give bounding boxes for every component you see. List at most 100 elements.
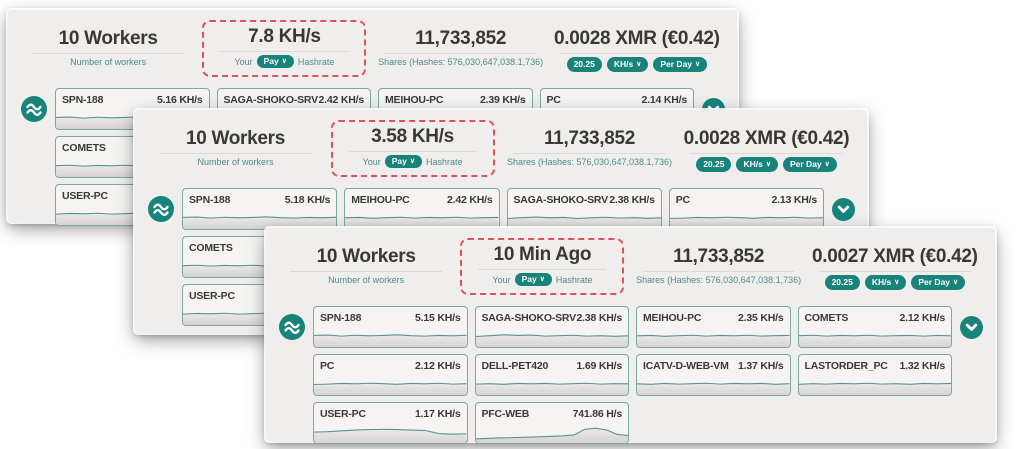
shares-label: Shares (Hashes: 576,030,647,038.1,736)	[378, 57, 544, 67]
worker-name: PC	[675, 193, 690, 206]
value-badge[interactable]: 20.25	[566, 57, 602, 72]
worker-name: USER-PC	[189, 289, 235, 302]
worker-card[interactable]: SAGA-SHOKO-SRV 2.38 KH/s	[474, 306, 629, 348]
worker-name: SPN-188	[189, 193, 231, 206]
value-badge[interactable]: 20.25	[696, 157, 732, 172]
divider	[642, 271, 795, 272]
worker-name: PC	[546, 93, 561, 106]
earnings-value: 0.0028 XMR (€0.42)	[683, 128, 850, 149]
hashrate-highlight-box: 7.8 KH/s Your Pay ∨ Hashrate	[202, 20, 367, 77]
worker-hashrate: 1.69 KH/s	[576, 359, 623, 372]
workers-label: Number of workers	[70, 57, 147, 67]
worker-name: USER-PC	[62, 189, 108, 202]
stat-earnings: 0.0028 XMR (€0.42) 20.25 KH/s ∨ Per Day ∨	[549, 20, 725, 72]
pay-dropdown[interactable]: Pay ∨	[256, 55, 294, 68]
divider	[819, 271, 971, 272]
refresh-icon-cell	[20, 96, 48, 122]
hashrate-value: 3.58 KH/s	[371, 126, 454, 147]
expand-chevron-icon[interactable]	[831, 197, 855, 221]
worker-card[interactable]: MEIHOU-PC 2.35 KH/s	[636, 306, 791, 348]
stat-shares: 11,733,852 Shares (Hashes: 576,030,647,0…	[501, 120, 678, 167]
worker-hashrate: 1.37 KH/s	[738, 359, 784, 372]
worker-name: LASTORDER_PC	[804, 359, 888, 372]
divider	[348, 151, 477, 152]
worker-card[interactable]: DELL-PET420 1.69 KH/s	[474, 354, 629, 396]
period-dropdown[interactable]: Per Day ∨	[911, 275, 966, 290]
worker-name: SAGA-SHOKO-SRV	[223, 93, 319, 106]
hashrate-sparkline	[475, 422, 628, 443]
hashrate-sparkline	[314, 374, 467, 395]
worker-hashrate: 2.38 KH/s	[609, 193, 655, 206]
worker-hashrate: 2.42 KH/s	[318, 93, 365, 106]
refresh-icon[interactable]	[21, 96, 47, 122]
worker-card[interactable]: PC 2.13 KH/s	[668, 188, 824, 230]
stats-header: 10 Workers Number of workers 7.8 KH/s Yo…	[20, 20, 725, 80]
stat-shares: 11,733,852 Shares (Hashes: 576,030,647,0…	[631, 238, 807, 285]
worker-name: PFC-WEB	[481, 407, 530, 420]
worker-name: COMETS	[189, 241, 233, 254]
pay-dropdown[interactable]: Pay ∨	[384, 155, 422, 168]
hashrate-highlight-box: 3.58 KH/s Your Pay ∨ Hashrate	[330, 120, 495, 177]
worker-hashrate: 2.13 KH/s	[771, 193, 818, 206]
worker-name: SAGA-SHOKO-SRV	[513, 193, 609, 206]
worker-hashrate: 2.39 KH/s	[480, 93, 526, 106]
worker-name: COMETS	[62, 141, 106, 154]
worker-hashrate: 2.14 KH/s	[641, 93, 688, 106]
workers-count: 10 Workers	[58, 28, 158, 49]
worker-hashrate: 2.35 KH/s	[738, 311, 784, 324]
worker-name: DELL-PET420	[481, 359, 549, 372]
worker-card[interactable]: MEIHOU-PC 2.42 KH/s	[344, 188, 500, 230]
worker-hashrate: 741.86 H/s	[572, 407, 623, 420]
chevron-down-icon: ∨	[409, 157, 415, 165]
pay-dropdown[interactable]: Pay ∨	[514, 273, 552, 286]
expand-chevron-cell	[959, 315, 983, 339]
worker-card[interactable]: SPN-188 5.15 KH/s	[313, 306, 468, 348]
worker-card[interactable]: LASTORDER_PC 1.32 KH/s	[797, 354, 952, 396]
divider	[513, 153, 666, 154]
hashrate-sparkline	[314, 326, 467, 347]
hashrate-sparkline	[798, 326, 951, 347]
expand-chevron-icon[interactable]	[959, 315, 983, 339]
period-dropdown[interactable]: Per Day ∨	[653, 57, 708, 72]
worker-card[interactable]: SPN-188 5.18 KH/s	[182, 188, 338, 230]
workers-label: Number of workers	[328, 275, 405, 285]
stat-earnings: 0.0028 XMR (€0.42) 20.25 KH/s ∨ Per Day ∨	[678, 120, 855, 172]
shares-count: 11,733,852	[543, 128, 636, 149]
unit-dropdown[interactable]: KH/s ∨	[606, 57, 649, 72]
worker-name: SPN-188	[320, 311, 362, 324]
worker-name: MEIHOU-PC	[351, 193, 410, 206]
worker-hashrate: 5.16 KH/s	[157, 93, 203, 106]
refresh-icon[interactable]	[279, 314, 305, 340]
worker-hashrate: 5.15 KH/s	[415, 311, 461, 324]
chevron-down-icon: ∨	[953, 278, 959, 286]
earnings-value: 0.0028 XMR (€0.42)	[554, 28, 720, 49]
unit-dropdown[interactable]: KH/s ∨	[864, 275, 907, 290]
refresh-icon[interactable]	[148, 196, 174, 222]
worker-hashrate: 2.38 KH/s	[576, 311, 623, 324]
chevron-down-icon: ∨	[539, 275, 545, 283]
chevron-down-icon: ∨	[894, 278, 900, 286]
refresh-icon-cell	[278, 314, 306, 340]
stat-hashrate: 7.8 KH/s Your Pay ∨ Hashrate	[196, 20, 372, 77]
hashrate-sparkline	[637, 326, 790, 347]
divider	[561, 53, 713, 54]
worker-hashrate: 1.17 KH/s	[415, 407, 461, 420]
divider	[290, 271, 442, 272]
worker-card[interactable]: COMETS 2.12 KH/s	[797, 306, 952, 348]
worker-card[interactable]: PC 2.12 KH/s	[313, 354, 468, 396]
unit-dropdown[interactable]: KH/s ∨	[736, 157, 778, 172]
hashrate-highlight-box: 10 Min Ago Your Pay ∨ Hashrate	[460, 238, 625, 295]
divider	[384, 53, 537, 54]
worker-card[interactable]: USER-PC 1.17 KH/s	[313, 402, 468, 444]
divider	[478, 269, 607, 270]
worker-name: ICATV-D-WEB-VM	[643, 359, 729, 372]
worker-card[interactable]: ICATV-D-WEB-VM 1.37 KH/s	[636, 354, 791, 396]
value-badge[interactable]: 20.25	[824, 275, 860, 290]
period-dropdown[interactable]: Per Day ∨	[782, 157, 837, 172]
hashrate-suffix-label: Hashrate	[297, 56, 335, 67]
stats-header: 10 Workers Number of workers 10 Min Ago …	[278, 238, 983, 298]
worker-card[interactable]: PFC-WEB 741.86 H/s	[474, 402, 629, 444]
worker-name: MEIHOU-PC	[385, 93, 444, 106]
hashrate-prefix-label: Your	[362, 156, 381, 167]
worker-card[interactable]: SAGA-SHOKO-SRV 2.38 KH/s	[506, 188, 662, 230]
